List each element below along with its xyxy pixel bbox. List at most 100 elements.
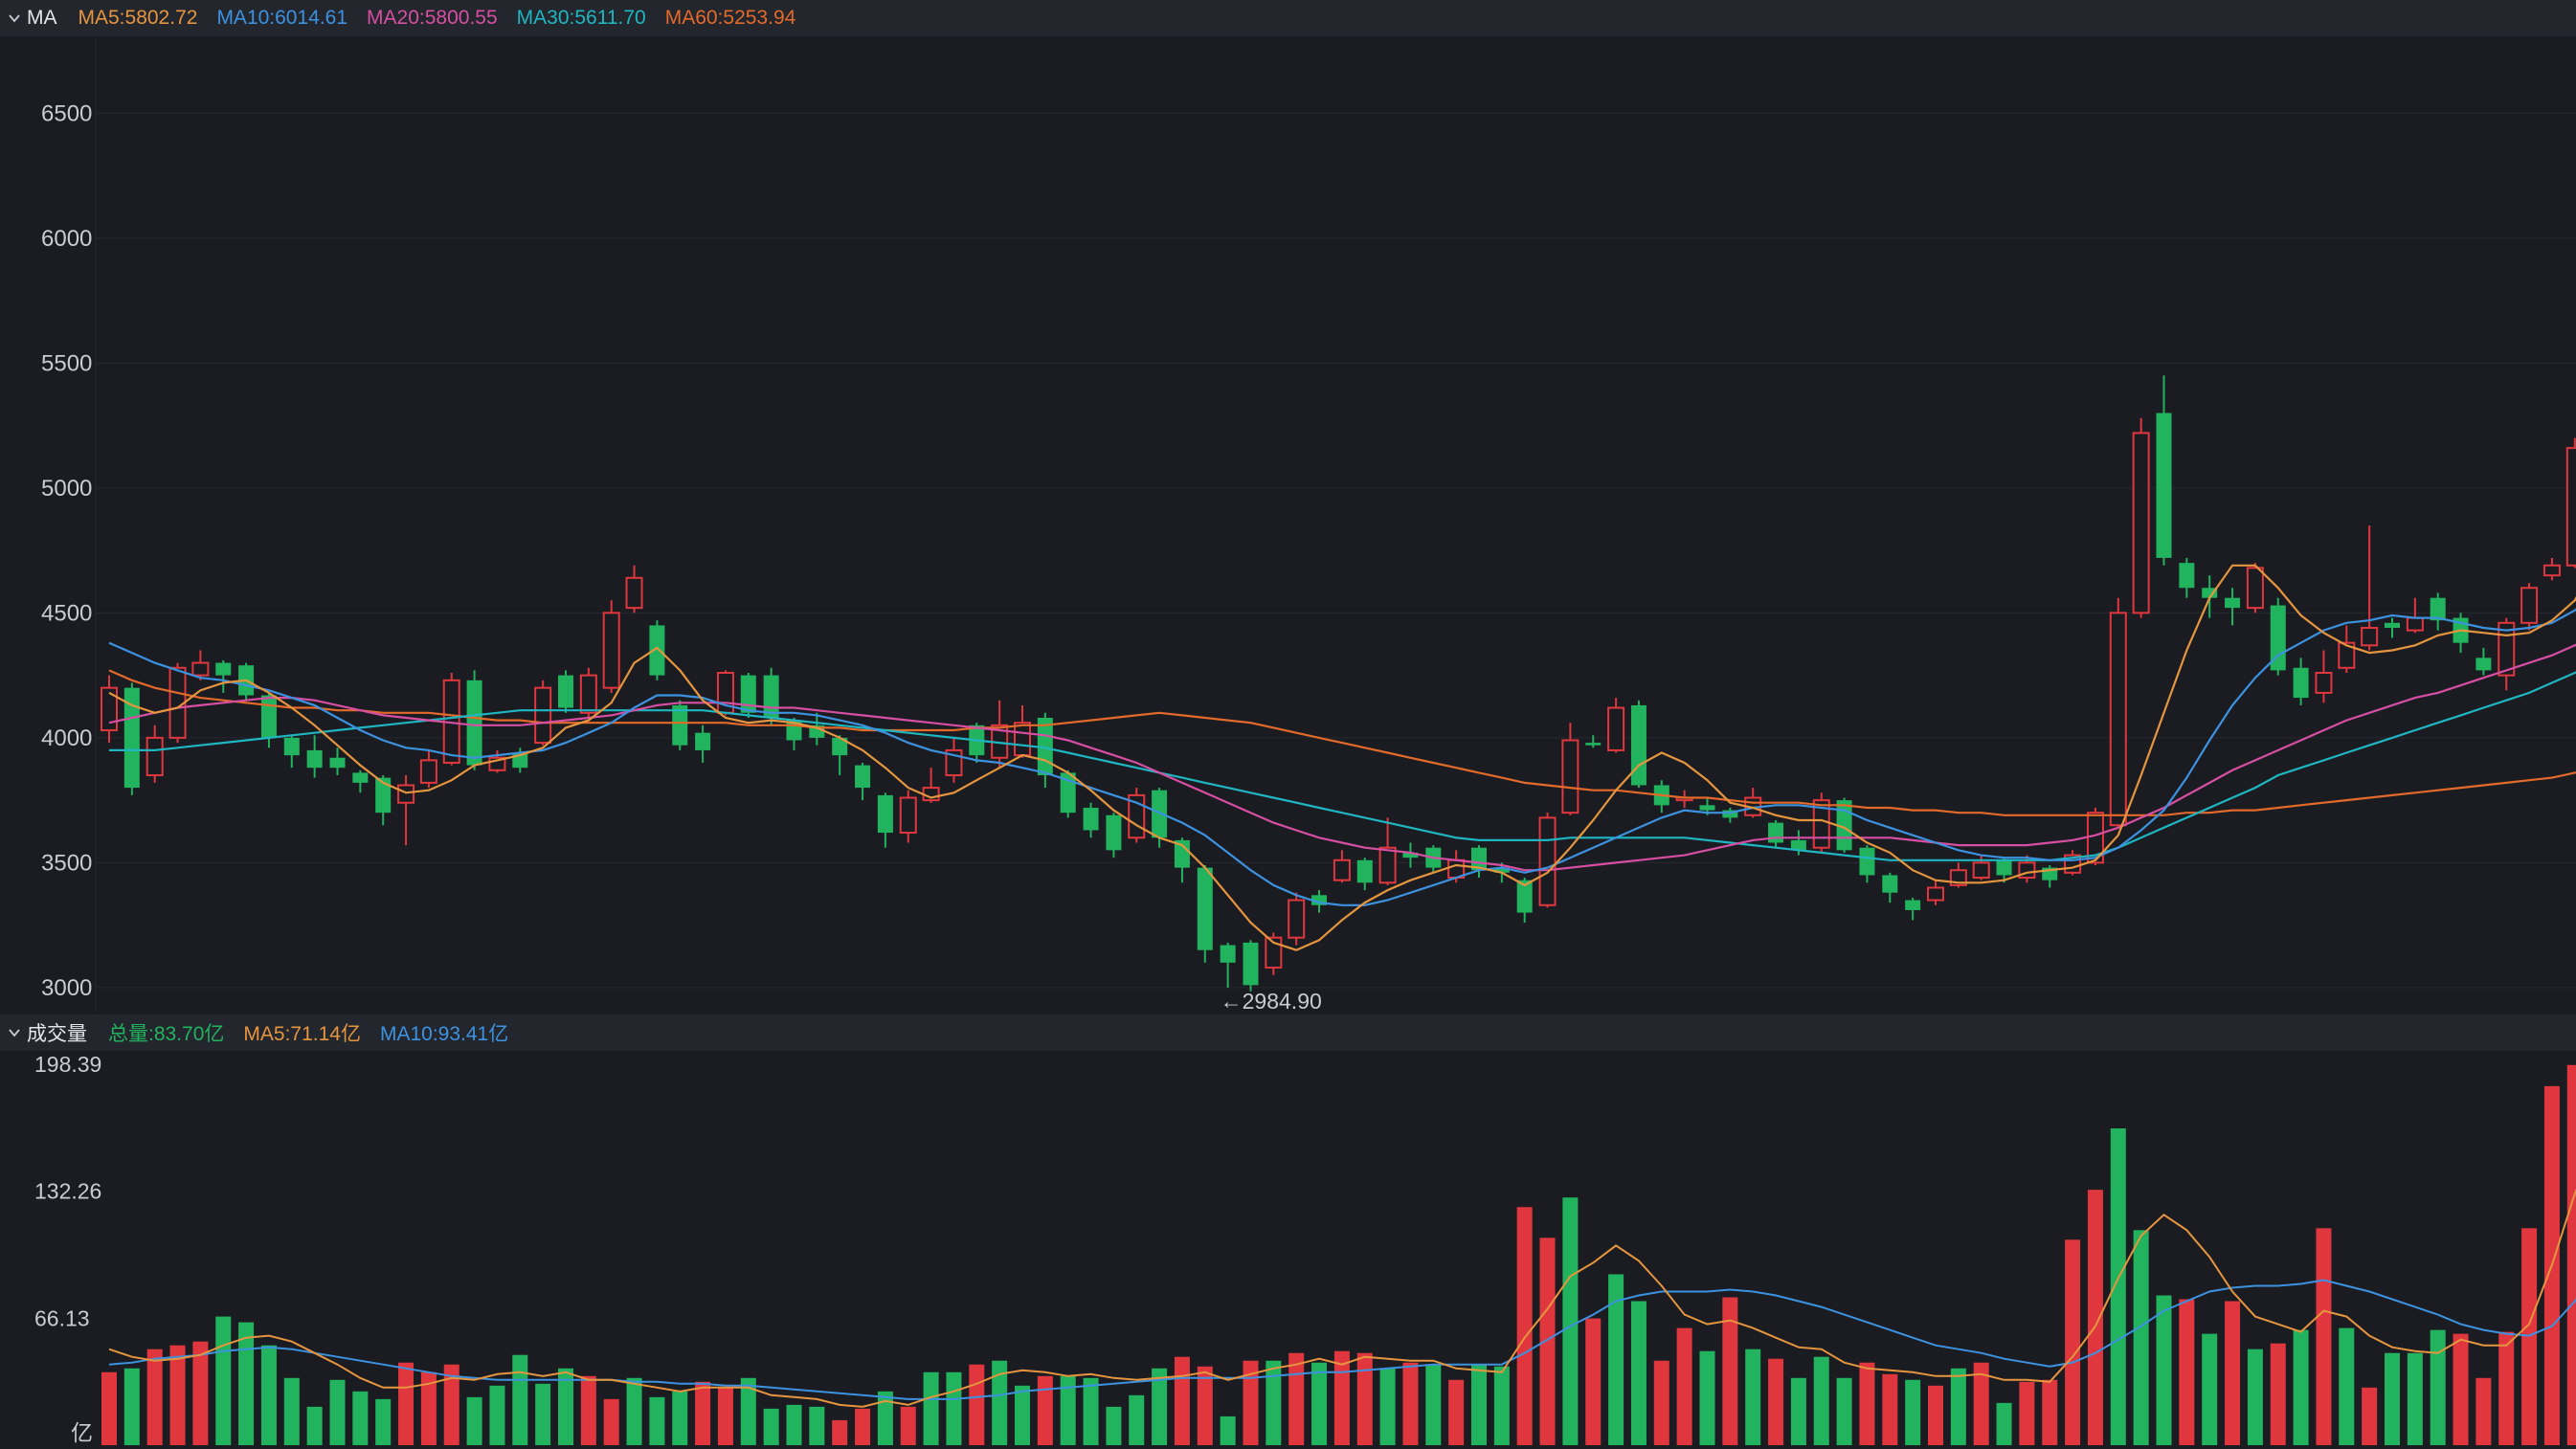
price-tick-label: 5500 (41, 350, 92, 376)
volume-bar (603, 1398, 619, 1445)
volume-bar (2521, 1228, 2538, 1445)
candle (283, 735, 300, 769)
volume-bar (1653, 1360, 1669, 1445)
volume-bar (283, 1377, 300, 1445)
candle (1630, 700, 1646, 789)
candle (716, 670, 734, 716)
candle (832, 735, 848, 776)
volume-bar (443, 1364, 459, 1445)
volume-bar (900, 1406, 916, 1445)
candle (1060, 769, 1076, 818)
volume-bar (1882, 1373, 1898, 1445)
candle (1972, 855, 1990, 881)
candle (2475, 647, 2492, 676)
volume-bar (1379, 1368, 1396, 1445)
volume-bar (923, 1371, 939, 1445)
volume-bar (352, 1391, 369, 1445)
candle (1220, 942, 1236, 988)
price-tick-label: 4000 (41, 725, 92, 751)
volume-bar (2385, 1352, 2400, 1445)
volume-ma-lines (108, 1189, 2576, 1408)
volume-bar (398, 1362, 414, 1445)
candle (2520, 583, 2539, 631)
candle (2132, 417, 2150, 618)
candle (1378, 817, 1397, 885)
price-tick-label: 3000 (41, 975, 92, 1001)
main-indicator-value-1: MA10:6014.61 (216, 7, 348, 29)
main-indicator-value-2: MA20:5800.55 (367, 7, 498, 29)
price-tick-label: 5000 (41, 476, 92, 502)
volume-bar (1471, 1364, 1487, 1445)
volume-bar (329, 1379, 346, 1445)
volume-indicator-value-1: MA5:71.14亿 (243, 1023, 361, 1045)
volume-bar (1608, 1274, 1624, 1445)
candle (1333, 850, 1351, 883)
volume-bar (169, 1345, 186, 1445)
volume-bar (1266, 1360, 1282, 1445)
candle (1607, 698, 1625, 753)
candle (2064, 850, 2082, 876)
low-price-annotation: ←2984.90 (1221, 989, 1322, 1014)
volume-bar (1356, 1352, 1373, 1445)
candle (1949, 862, 1967, 888)
candle (1561, 723, 1579, 815)
candle (488, 749, 506, 773)
candle (855, 762, 871, 801)
candle (2430, 592, 2446, 631)
candle (2542, 557, 2561, 581)
volume-bar (238, 1322, 255, 1445)
candle (1882, 872, 1898, 903)
volume-bar (306, 1406, 323, 1445)
volume-bar (1106, 1406, 1122, 1445)
price-tick-label: 3500 (41, 850, 92, 876)
volume-bar (877, 1391, 893, 1445)
main-indicator-header: MA MA5:5802.72 MA10:6014.61 MA20:5800.55 MA… (0, 0, 2576, 36)
volume-bar (946, 1371, 962, 1445)
volume-bar (2498, 1331, 2515, 1445)
moving-average-lines (108, 564, 2576, 951)
volume-bar (2156, 1295, 2172, 1445)
volume-bar (855, 1408, 871, 1445)
volume-bar (1288, 1352, 1305, 1445)
volume-bar (2430, 1329, 2446, 1445)
candle (1106, 813, 1122, 858)
candle (2109, 597, 2127, 828)
volume-indicator-header: 成交量 总量:83.70亿 MA5:71.14亿 MA10:93.41亿 (0, 1014, 2576, 1051)
price-tick-label: 4500 (41, 600, 92, 626)
volume-indicator-value-2: MA10:93.41亿 (379, 1023, 509, 1045)
chevron-down-icon[interactable] (8, 1026, 21, 1039)
candle (1288, 892, 1306, 946)
ma20-line (108, 643, 2576, 872)
volume-bar (101, 1371, 117, 1445)
candle (1311, 890, 1328, 913)
volume-bar (1836, 1377, 1852, 1445)
volume-bar (2110, 1127, 2126, 1445)
candle (2361, 525, 2379, 651)
candle (191, 650, 210, 680)
volume-bar (2339, 1327, 2355, 1445)
volume-bar (1493, 1366, 1510, 1445)
volume-bar (375, 1398, 392, 1445)
candle (991, 700, 1009, 769)
candle (260, 692, 277, 748)
candle (1197, 864, 1213, 963)
volume-bar (1197, 1366, 1213, 1445)
volume-bars (101, 1064, 2576, 1445)
chevron-down-icon[interactable] (8, 11, 21, 25)
candle (1014, 704, 1031, 758)
candle (1927, 880, 1944, 905)
candle (877, 792, 893, 848)
candle (123, 682, 140, 795)
volume-bar (1973, 1362, 1989, 1445)
volume-tick-label: 66.13 (34, 1305, 90, 1330)
volume-bar (832, 1419, 848, 1445)
candle (101, 675, 118, 744)
candle (1675, 790, 1693, 808)
volume-bar (2453, 1333, 2469, 1445)
volume-bar (535, 1383, 551, 1445)
volume-bar (192, 1341, 209, 1445)
volume-bar (2475, 1377, 2492, 1445)
volume-bar (1928, 1385, 1943, 1445)
price-grid (95, 38, 2576, 1013)
